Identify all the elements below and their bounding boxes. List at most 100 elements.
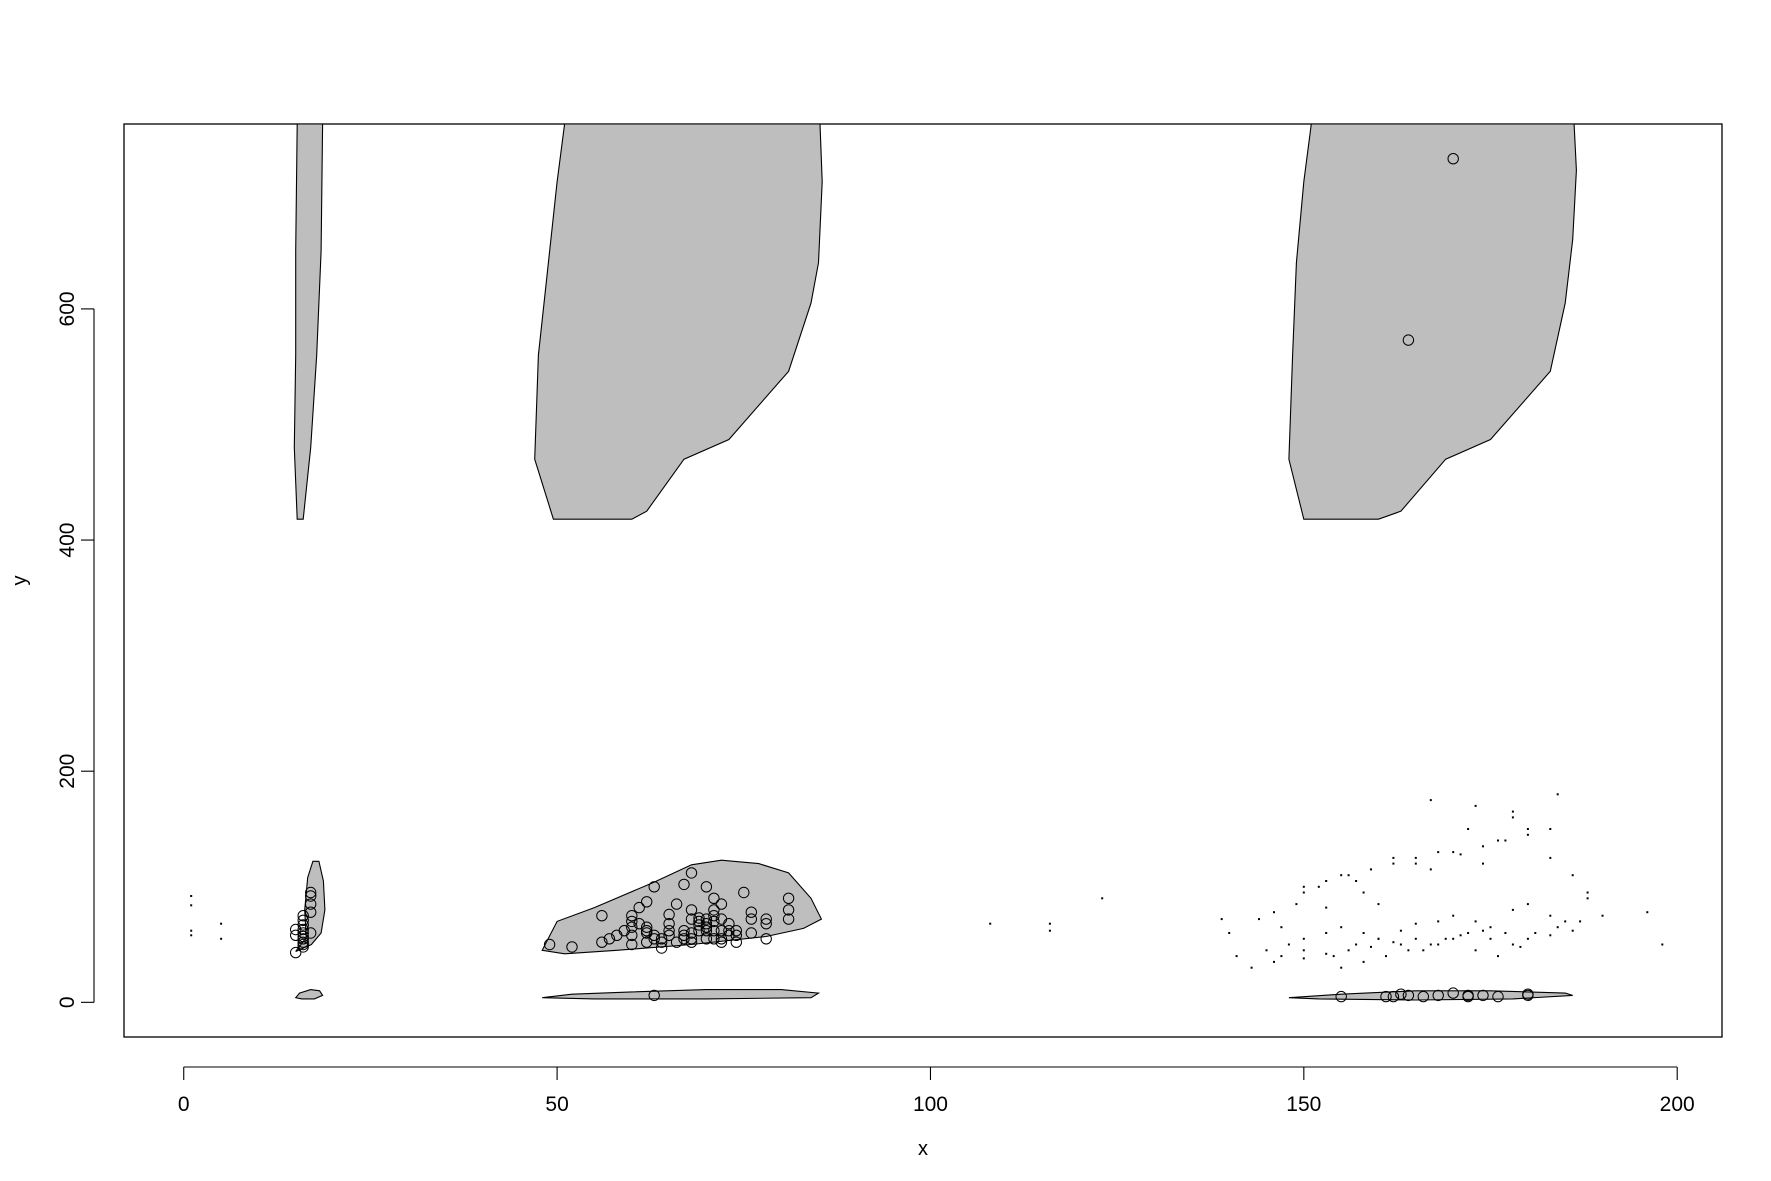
data-dot <box>1377 903 1380 906</box>
data-dot <box>1437 920 1440 923</box>
data-dot <box>1511 943 1514 946</box>
data-point <box>596 936 608 948</box>
data-dot <box>1467 828 1470 830</box>
data-dot <box>190 934 193 937</box>
data-dot <box>1429 868 1432 871</box>
data-point <box>1380 990 1392 1003</box>
data-point <box>700 933 713 945</box>
data-dot <box>1302 937 1305 940</box>
data-dot <box>1317 885 1320 888</box>
data-dot <box>1429 943 1432 946</box>
data-point <box>663 918 675 930</box>
x-tick-label: 150 <box>1286 1093 1321 1116</box>
data-dot <box>1228 932 1231 934</box>
data-dot <box>1048 929 1051 932</box>
data-dot <box>1392 862 1395 865</box>
data-dot <box>1504 932 1507 934</box>
data-dot <box>1549 934 1552 937</box>
data-dot <box>1392 941 1395 944</box>
data-point <box>655 936 668 948</box>
data-dot <box>1302 949 1305 952</box>
data-point <box>678 933 690 945</box>
data-dot <box>1556 793 1559 796</box>
y-axis-label: y <box>9 576 31 586</box>
data-point <box>1402 989 1415 1002</box>
data-point <box>626 910 638 922</box>
data-dot <box>1048 922 1051 925</box>
data-dot <box>1287 943 1290 946</box>
data-dot <box>1250 966 1253 969</box>
data-point <box>1522 988 1534 1000</box>
data-dot <box>1362 960 1365 963</box>
data-point <box>700 913 713 925</box>
data-point <box>708 892 720 904</box>
data-dot <box>1534 932 1537 934</box>
data-dot <box>1526 833 1529 836</box>
data-point <box>648 881 660 893</box>
data-dot <box>1482 845 1484 848</box>
data-dot <box>1302 957 1305 960</box>
data-point <box>760 933 772 945</box>
data-dot <box>1586 891 1589 894</box>
data-dot <box>1332 955 1335 958</box>
data-dot <box>1586 897 1589 900</box>
data-dot <box>1325 952 1328 955</box>
data-point <box>1335 990 1347 1003</box>
data-point <box>1462 989 1474 1002</box>
x-tick-label: 200 <box>1660 1093 1695 1116</box>
data-dot <box>1414 862 1417 865</box>
data-point <box>745 927 757 939</box>
data-point <box>730 925 742 937</box>
data-dot <box>1220 918 1223 921</box>
data-dot <box>1452 851 1455 854</box>
data-point <box>693 919 705 931</box>
data-dot <box>1489 937 1492 940</box>
data-point <box>297 923 309 936</box>
data-point <box>670 936 683 948</box>
region-lower-left-blob <box>295 860 326 953</box>
data-dot <box>190 929 193 932</box>
data-dot <box>1422 949 1425 952</box>
data-dot <box>1340 966 1343 969</box>
data-point <box>760 913 772 925</box>
data-dot <box>1295 903 1298 906</box>
data-point <box>782 904 795 916</box>
data-point <box>297 910 309 922</box>
data-dot <box>1414 937 1417 940</box>
data-point <box>543 938 556 951</box>
data-point <box>685 904 698 916</box>
data-point <box>678 925 690 937</box>
data-point <box>626 929 638 941</box>
data-point <box>708 904 720 916</box>
data-point <box>633 901 645 914</box>
data-point <box>700 881 713 893</box>
data-dot <box>1459 853 1462 856</box>
data-dot <box>1429 799 1432 802</box>
data-point <box>670 898 683 910</box>
data-point <box>730 929 742 941</box>
data-point <box>723 918 735 930</box>
data-point <box>708 925 720 937</box>
data-dot <box>1377 937 1380 940</box>
data-dot <box>1399 929 1402 932</box>
data-point <box>566 941 578 953</box>
data-point <box>715 933 728 945</box>
data-dot <box>190 904 193 907</box>
data-point <box>708 915 720 928</box>
data-dot <box>190 895 193 897</box>
data-point <box>648 929 660 941</box>
data-point <box>700 925 713 937</box>
data-point <box>663 908 675 921</box>
data-dot <box>1355 943 1358 946</box>
data-point <box>685 913 698 925</box>
data-dot <box>1467 932 1470 934</box>
data-dot <box>1601 914 1604 917</box>
data-point <box>745 906 757 918</box>
data-dot <box>1302 885 1305 888</box>
data-point <box>1395 988 1407 1000</box>
data-dot <box>1474 949 1477 952</box>
data-point <box>655 933 668 945</box>
data-dot <box>1571 874 1574 877</box>
data-dot <box>1302 891 1305 894</box>
